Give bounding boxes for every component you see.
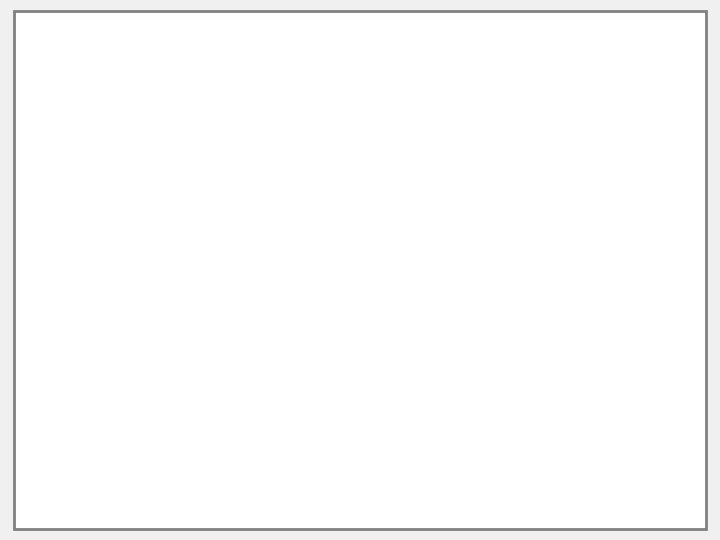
Text: $a^{-n}$  $=$: $a^{-n}$ $=$ (202, 342, 294, 370)
Text: $a^n$: $a^n$ (359, 383, 390, 411)
Text: when, a ≠ 0: when, a ≠ 0 (482, 346, 618, 367)
Text: $1$: $1$ (366, 302, 383, 330)
Text: $a^{-n}$ is the reciprocal of $a^n$: $a^{-n}$ is the reciprocal of $a^n$ (133, 163, 418, 188)
Text: Negative Exponents: Negative Exponents (50, 65, 499, 108)
Text: Rule:: Rule: (76, 165, 140, 186)
Text: Example:: Example: (72, 261, 165, 279)
Bar (50, 170, 66, 191)
